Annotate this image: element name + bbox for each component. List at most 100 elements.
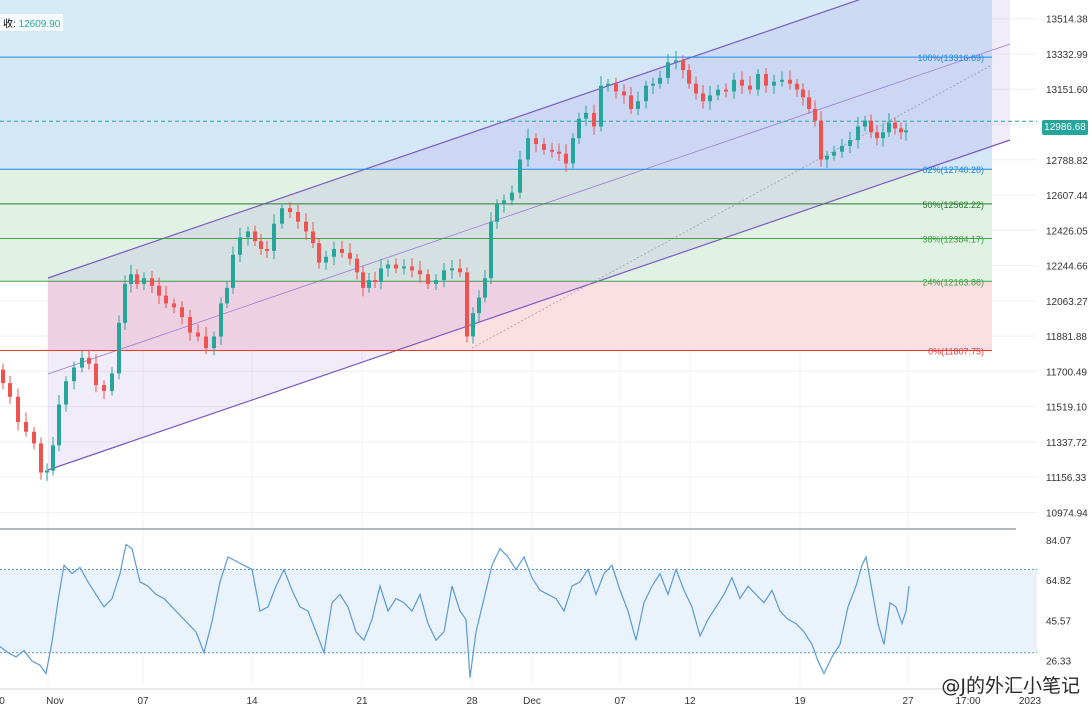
candle-body (825, 155, 829, 160)
candle-body (265, 248, 269, 251)
candle (458, 258, 462, 278)
candle-body (172, 303, 176, 308)
candle (434, 274, 438, 290)
x-tick-label: 27 (902, 696, 914, 707)
candle-body (772, 81, 776, 86)
candle-body (317, 243, 321, 263)
candle-body (386, 264, 390, 269)
channel-fill (48, 0, 1010, 470)
x-tick-label: 14 (246, 696, 258, 707)
candle-body (840, 145, 844, 152)
candle-body (304, 221, 308, 232)
candle-body (606, 83, 610, 86)
candle (442, 263, 446, 288)
candle-body (348, 252, 352, 259)
y-tick-label: 11700.49 (1046, 367, 1087, 378)
x-tick-label: Dec (523, 696, 541, 707)
candle (495, 199, 499, 229)
candle (8, 375, 12, 404)
candle (477, 290, 481, 322)
candle (557, 143, 561, 161)
fib-zone-100-62 (0, 57, 992, 170)
fib-label: 62%(12740.28) (922, 165, 984, 175)
candle-body (212, 336, 216, 349)
candle-body (629, 95, 633, 109)
candle-body (39, 443, 43, 473)
candle (57, 394, 61, 452)
candle (622, 84, 626, 104)
candle (471, 307, 475, 344)
candle (196, 324, 200, 342)
candle (32, 426, 36, 450)
candle-body (534, 138, 538, 144)
candle-body (253, 231, 257, 242)
candle (332, 241, 336, 266)
candle (253, 225, 257, 247)
candle (1, 363, 5, 390)
candle-body (1, 369, 5, 384)
candle (317, 238, 321, 269)
candle-body (887, 122, 891, 133)
candle-body (180, 307, 184, 318)
candle (280, 203, 284, 229)
candle-body (87, 357, 91, 364)
candle-body (157, 285, 161, 296)
close-value: 12609.90 (18, 19, 61, 30)
candle-body (450, 268, 454, 271)
candle (764, 67, 768, 93)
candle (606, 78, 610, 92)
candle (87, 349, 91, 370)
candle-body (188, 317, 192, 333)
candle-body (355, 258, 359, 273)
candle-body (716, 89, 720, 96)
candle-body (819, 120, 823, 160)
candle (324, 250, 328, 270)
candle (502, 194, 506, 213)
candle-body (135, 274, 139, 284)
candle-body (434, 280, 438, 284)
candle (577, 112, 581, 145)
candle (265, 240, 269, 259)
candle-body (150, 278, 154, 286)
candle (813, 100, 817, 127)
y-tick-label: 12607.44 (1046, 191, 1088, 202)
candle-body (64, 381, 68, 405)
candle (863, 115, 867, 132)
candle (881, 123, 885, 147)
candle-body (795, 83, 799, 90)
candle-body (379, 268, 383, 283)
candle-body (231, 254, 235, 288)
y-tick-label: 11156.33 (1046, 473, 1087, 484)
watermark: @J的外汇小笔记 (941, 675, 1080, 697)
candle-body (869, 120, 873, 133)
y-tick-label: 12063.27 (1046, 297, 1088, 308)
rsi-tick-label: 64.82 (1046, 576, 1071, 587)
candle-body (483, 278, 487, 298)
candle (550, 142, 554, 158)
candle-body (489, 221, 493, 279)
candle (304, 213, 308, 240)
candle (658, 70, 662, 89)
candle (219, 297, 223, 345)
candle-body (426, 274, 430, 284)
candle-body (875, 132, 879, 139)
candle (373, 271, 377, 289)
candle-body (238, 237, 242, 255)
x-tick-label: 28 (466, 696, 478, 707)
candle-body (599, 85, 603, 127)
candle (772, 74, 776, 95)
y-tick-label: 11337.72 (1046, 438, 1087, 449)
candle-body (196, 332, 200, 337)
candle-body (8, 383, 12, 397)
candle-body (142, 278, 146, 284)
candle-body (813, 108, 817, 121)
candle-body (807, 97, 811, 109)
fib-label: 100%(13316.69) (917, 53, 984, 63)
candle (807, 90, 811, 114)
candle-body (526, 138, 530, 160)
candle-body (557, 151, 561, 154)
candle (666, 53, 670, 84)
candle-body (748, 85, 752, 90)
